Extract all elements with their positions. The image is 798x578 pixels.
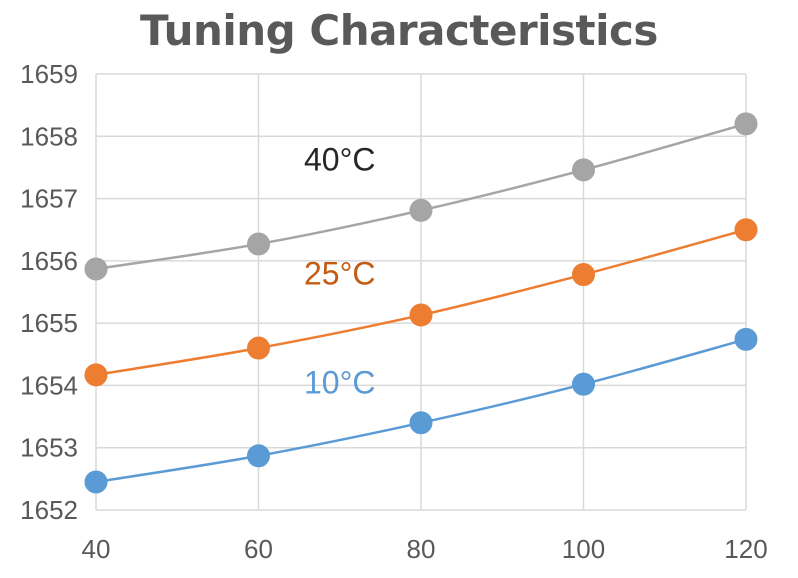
- data-point: [247, 336, 270, 360]
- data-point: [572, 158, 595, 182]
- x-tick-label: 60: [244, 534, 273, 564]
- data-point: [409, 411, 433, 435]
- data-point: [734, 327, 758, 351]
- x-tick-label: 80: [407, 534, 436, 564]
- grid: [95, 73, 747, 511]
- series-label: 40°C: [304, 142, 376, 178]
- x-tick-label: 100: [562, 534, 605, 564]
- y-tick-label: 1657: [20, 184, 78, 214]
- chart-title: Tuning Characteristics: [140, 6, 658, 55]
- x-tick-label: 40: [82, 534, 111, 564]
- series-labels: 40°C 25°C 10°C: [304, 142, 376, 401]
- data-point: [247, 444, 270, 468]
- y-axis: 1652 1653 1654 1655 1656 1657 1658 1659: [20, 59, 78, 525]
- data-point: [84, 257, 108, 281]
- x-tick-label: 120: [724, 534, 767, 564]
- y-tick-label: 1659: [20, 59, 78, 89]
- y-tick-label: 1655: [20, 308, 78, 338]
- data-point: [572, 263, 595, 287]
- data-point: [572, 372, 595, 396]
- y-tick-label: 1658: [20, 121, 78, 151]
- y-tick-label: 1654: [20, 370, 78, 400]
- y-tick-label: 1656: [20, 246, 78, 276]
- data-point: [734, 112, 758, 136]
- data-point: [409, 303, 433, 327]
- data-point: [247, 232, 270, 256]
- data-point: [734, 218, 758, 242]
- data-point: [409, 198, 433, 222]
- x-axis: 40 60 80 100 120: [82, 534, 768, 564]
- series-label: 25°C: [304, 256, 376, 292]
- y-tick-label: 1653: [20, 433, 78, 463]
- y-tick-label: 1652: [20, 495, 78, 525]
- data-point: [84, 470, 108, 494]
- series-group: [84, 112, 758, 494]
- series-label: 10°C: [304, 365, 376, 401]
- data-point: [84, 363, 108, 387]
